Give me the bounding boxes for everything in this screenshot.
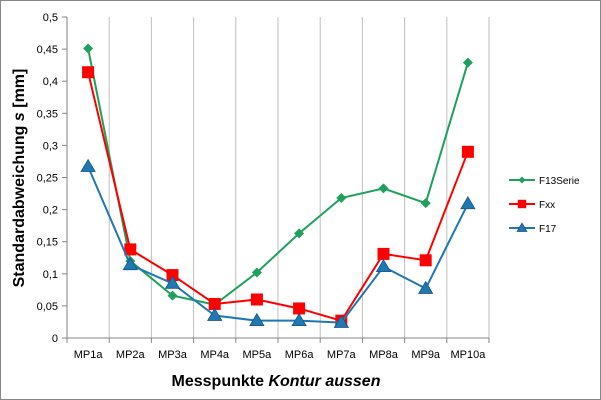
x-tick-label: MP6a: [285, 349, 315, 361]
y-tick-label: 0,2: [43, 205, 58, 217]
data-point: [83, 43, 94, 54]
data-point: [294, 228, 305, 239]
legend-label: Fxx: [539, 200, 555, 211]
y-tick-label: 0,3: [43, 140, 58, 152]
x-tick-label: MP10a: [450, 349, 486, 361]
data-point: [80, 158, 96, 172]
x-tick-label: MP7a: [327, 349, 357, 361]
y-tick-label: 0,5: [43, 12, 58, 24]
x-tick-label: MP9a: [411, 349, 441, 361]
data-point: [517, 199, 527, 209]
data-point: [420, 198, 431, 209]
y-tick-label: 0,15: [37, 237, 58, 249]
legend-entry: Fxx: [509, 199, 555, 211]
x-tick-label: MP2a: [116, 349, 146, 361]
data-point: [518, 176, 526, 184]
data-point: [462, 57, 473, 68]
legend-label: F17: [539, 224, 557, 235]
grid-layer: [108, 17, 490, 338]
axis-layer: 0 0,05 0,1 0,15 0,2 0,25 0,3 0,35 0,4 0,45 0,5 MP1a…: [37, 12, 490, 361]
series-layer: [80, 43, 476, 328]
data-point: [516, 222, 528, 232]
y-tick-label: 0,25: [37, 173, 58, 185]
x-tick-label: MP1a: [74, 349, 104, 361]
y-tick-label: 0,05: [37, 301, 58, 313]
y-tick-label: 0,35: [37, 108, 58, 120]
y-tick-label: 0,45: [37, 44, 58, 56]
data-point: [333, 314, 349, 328]
data-point: [122, 257, 138, 271]
x-tick-label: MP3a: [158, 349, 188, 361]
data-point: [166, 269, 179, 282]
data-point: [336, 193, 347, 204]
data-point: [250, 293, 263, 306]
series-line: [87, 71, 469, 322]
legend: F13Serie Fxx F17: [509, 176, 580, 235]
data-point: [208, 297, 221, 310]
x-axis-title: Messpunkte Kontur aussen: [172, 373, 381, 390]
data-point: [377, 247, 390, 260]
data-point: [124, 243, 137, 256]
legend-entry: F17: [509, 222, 557, 235]
legend-entry: F13Serie: [509, 176, 580, 187]
data-point: [207, 307, 223, 321]
y-tick-label: 0,4: [43, 76, 58, 88]
data-point: [293, 302, 306, 315]
data-point: [249, 312, 265, 326]
series-line: [87, 48, 469, 306]
data-point: [251, 267, 262, 278]
series-F17: [80, 158, 476, 328]
data-point: [419, 254, 432, 267]
data-point: [461, 145, 474, 158]
data-point: [375, 258, 392, 273]
data-point: [378, 183, 389, 194]
y-axis-title: Standardabweichung s [mm]: [11, 69, 28, 288]
series-line: [87, 166, 469, 324]
x-tick-label: MP5a: [243, 349, 273, 361]
data-point: [418, 280, 434, 294]
y-tick-label: 0,1: [43, 269, 58, 281]
data-point: [164, 275, 181, 289]
data-point: [167, 290, 178, 301]
data-point: [291, 312, 307, 326]
series-Fxx: [82, 66, 474, 327]
legend-label: F13Serie: [539, 176, 580, 187]
data-point: [82, 66, 95, 79]
x-tick-label: MP8a: [369, 349, 399, 361]
y-tick-label: 0: [52, 333, 58, 345]
x-tick-label: MP4a: [200, 349, 230, 361]
data-point: [460, 196, 476, 210]
